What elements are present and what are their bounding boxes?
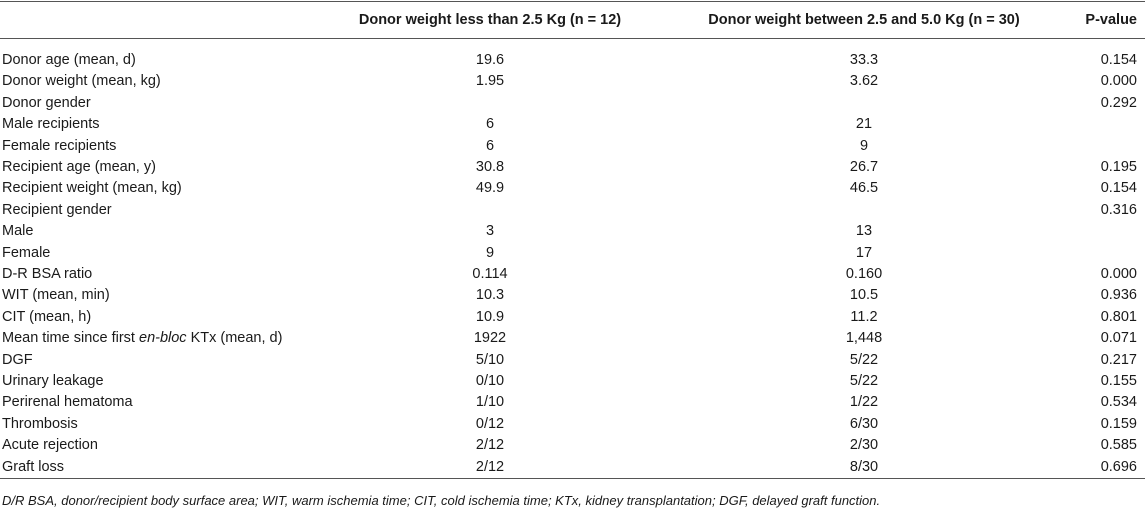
cell-value: 1.95	[475, 73, 505, 90]
row-label: Urinary leakage	[2, 373, 104, 389]
row-label: Female	[2, 244, 51, 261]
cell-value: 2/12	[475, 458, 505, 475]
cell-value: 6	[485, 116, 495, 133]
cell-value: 5/10	[475, 351, 505, 368]
cell-value: 49.9	[475, 180, 505, 197]
cell-value: 1/22	[849, 394, 879, 411]
cell-value: 10.9	[475, 308, 505, 325]
row-label: Recipient gender	[2, 201, 112, 218]
cell-value: 21	[855, 116, 873, 133]
cell-value: 0.155	[1100, 373, 1137, 389]
cell-value: 2/12	[475, 437, 505, 454]
row-label: DGF	[2, 351, 33, 368]
cell-value: 0.154	[1100, 180, 1137, 197]
label-part: en-bloc	[139, 330, 187, 347]
cell-value: 0.195	[1100, 159, 1137, 175]
cell-value: 6/30	[849, 415, 879, 432]
cell-value: 0/10	[475, 373, 505, 389]
row-label: D-R BSA ratio	[2, 266, 93, 282]
header-cell: P-value	[1085, 12, 1137, 28]
cell-value: 0.159	[1100, 415, 1137, 432]
cell-value: 2/30	[849, 437, 879, 454]
row-label: Donor age (mean, d)	[2, 52, 136, 68]
cell-value: 0.292	[1100, 94, 1137, 111]
header-cell: Donor weight between 2.5 and 5.0 Kg (n =…	[708, 12, 1020, 28]
cell-value: 9	[485, 244, 495, 261]
cell-value: 46.5	[849, 180, 879, 197]
footnote: D/R BSA, donor/recipient body surface ar…	[2, 493, 881, 508]
row-label: Male recipients	[2, 116, 100, 133]
cell-value: 5/22	[849, 373, 879, 389]
cell-value: 1922	[473, 330, 507, 347]
label-part: Mean time since first	[2, 330, 139, 347]
cell-value: 0.000	[1100, 73, 1137, 90]
cell-value: 0.316	[1100, 201, 1137, 218]
top-rule	[0, 1, 1145, 2]
row-label: Donor gender	[2, 94, 91, 111]
cell-value: 6	[485, 137, 495, 154]
label-part: KTx (mean, d)	[186, 330, 283, 347]
cell-value: 1/10	[475, 394, 505, 411]
cell-value: 10.5	[849, 287, 879, 304]
cell-value: 30.8	[475, 159, 505, 175]
row-label: Recipient age (mean, y)	[2, 159, 156, 175]
cell-value: 10.3	[475, 287, 505, 304]
cell-value: 0.217	[1100, 351, 1137, 368]
cell-value: 0.114	[472, 266, 508, 282]
cell-value: 0.071	[1100, 330, 1137, 347]
cell-value: 0.534	[1100, 394, 1137, 411]
cell-value: 5/22	[849, 351, 879, 368]
row-label: CIT (mean, h)	[2, 308, 92, 325]
cell-value: 19.6	[475, 52, 505, 68]
cell-value: 0.801	[1100, 308, 1137, 325]
header-rule	[0, 38, 1145, 39]
cell-value: 13	[855, 223, 873, 240]
cell-value: 0/12	[475, 415, 505, 432]
cell-value: 17	[855, 244, 873, 261]
row-label: Mean time since first en-bloc KTx (mean,…	[2, 328, 282, 348]
cell-value: 3	[485, 223, 495, 240]
cell-value: 33.3	[849, 52, 879, 68]
row-label: Acute rejection	[2, 437, 98, 454]
row-label: Recipient weight (mean, kg)	[2, 180, 182, 197]
row-label: Perirenal hematoma	[2, 394, 133, 411]
header-cell: Donor weight less than 2.5 Kg (n = 12)	[358, 12, 622, 28]
cell-value: 1,448	[845, 330, 883, 347]
row-label: WIT (mean, min)	[2, 287, 110, 304]
row-label: Graft loss	[2, 458, 65, 475]
cell-value: 9	[859, 137, 869, 154]
cell-value: 3.62	[849, 73, 879, 90]
bottom-rule	[0, 478, 1145, 479]
cell-value: 0.160	[845, 266, 883, 282]
cell-value: 0.585	[1100, 437, 1137, 454]
cell-value: 26.7	[849, 159, 879, 175]
row-label: Female recipients	[2, 137, 117, 154]
cell-value: 8/30	[849, 458, 879, 475]
row-label: Male	[2, 223, 34, 240]
row-label: Donor weight (mean, kg)	[2, 73, 161, 90]
cell-value: 0.154	[1100, 52, 1137, 68]
cell-value: 11.2	[850, 308, 878, 325]
cell-value: 0.936	[1100, 287, 1137, 304]
row-label: Thrombosis	[2, 415, 78, 432]
cell-value: 0.000	[1100, 266, 1137, 282]
cell-value: 0.696	[1100, 458, 1137, 475]
